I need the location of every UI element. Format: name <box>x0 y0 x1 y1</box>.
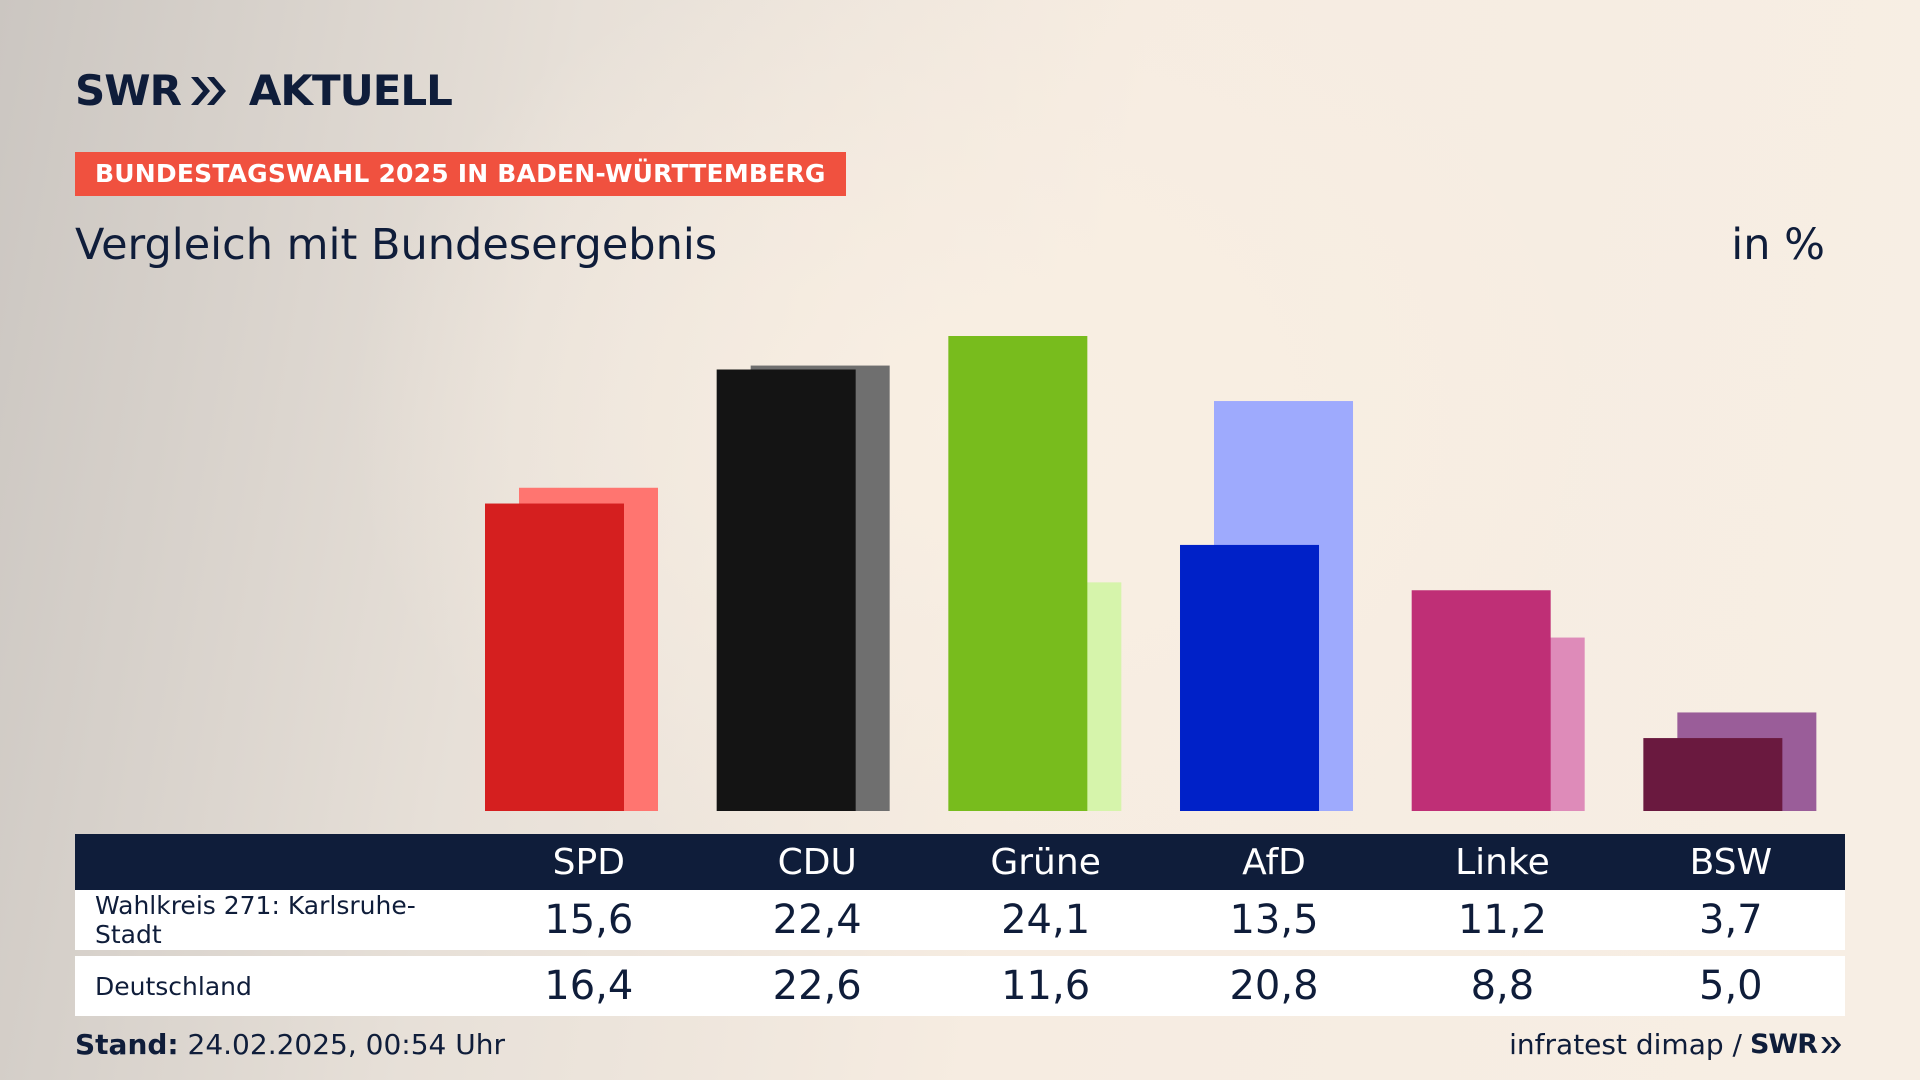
header-party-cdu: CDU <box>777 841 857 883</box>
chart-title: Vergleich mit Bundesergebnis <box>75 220 718 270</box>
table-cell: 8,8 <box>1470 963 1535 1009</box>
bar-wahlkreis-bsw <box>1643 738 1783 811</box>
double-chevron-icon <box>1821 1036 1842 1053</box>
stand-timestamp: Stand: 24.02.2025, 00:54 Uhr <box>75 1028 505 1061</box>
row-label: Wahlkreis 271: Karlsruhe-Stadt <box>95 891 416 949</box>
table-cell: 13,5 <box>1229 897 1319 943</box>
table-cell: 22,6 <box>772 963 862 1009</box>
stand-label: Stand: <box>75 1028 179 1061</box>
bar-wahlkreis-spd <box>485 503 624 811</box>
header-party-afd: AfD <box>1242 841 1306 883</box>
logo-text: SWR <box>75 66 182 115</box>
bar-wahlkreis-gruene <box>948 336 1088 811</box>
table-cell: 11,6 <box>1001 963 1091 1009</box>
bar-wahlkreis-cdu <box>716 369 856 811</box>
double-chevron-icon <box>190 76 226 105</box>
row-label: Deutschland <box>95 971 252 1001</box>
header-party-spd: SPD <box>552 841 625 883</box>
header-party-linke: Linke <box>1455 841 1550 883</box>
swr-small-logo: SWR <box>1750 1029 1844 1060</box>
table-cell: 5,0 <box>1699 963 1763 1009</box>
bar-chart <box>485 336 1817 811</box>
table-row-wahlkreis: Wahlkreis 271: Karlsruhe-Stadt 15,6 22,4… <box>75 890 1845 950</box>
table-cell: 11,2 <box>1457 897 1547 943</box>
logo-subtitle: AKTUELL <box>248 66 453 115</box>
table-row-deutschland: Deutschland 16,4 22,6 11,6 20,8 8,8 5,0 <box>75 956 1845 1016</box>
header-party-gruene: Grüne <box>990 841 1101 883</box>
table-cell: 24,1 <box>1001 897 1091 943</box>
swr-small-logo-text: SWR <box>1749 1029 1818 1060</box>
source-credit: infratest dimap / SWR <box>1509 1028 1844 1061</box>
source-text: infratest dimap / <box>1509 1028 1742 1061</box>
table-cell: 20,8 <box>1229 963 1319 1009</box>
table-cell: 16,4 <box>544 963 634 1009</box>
header-party-bsw: BSW <box>1689 841 1773 883</box>
results-table: SPD CDU Grüne AfD Linke BSW Wahlkreis 27… <box>75 834 1845 1016</box>
unit-label: in % <box>1731 220 1825 270</box>
bar-wahlkreis-afd <box>1180 544 1320 811</box>
table-cell: 22,4 <box>772 897 862 943</box>
table-cell: 3,7 <box>1699 897 1763 943</box>
election-tag: BUNDESTAGSWAHL 2025 IN BADEN-WÜRTTEMBERG <box>75 152 846 196</box>
stand-value: 24.02.2025, 00:54 Uhr <box>187 1028 505 1061</box>
table-header: SPD CDU Grüne AfD Linke BSW <box>75 834 1845 890</box>
bar-wahlkreis-linke <box>1411 590 1551 811</box>
swr-aktuell-logo: SWR AKTUELL <box>75 66 453 115</box>
table-cell: 15,6 <box>544 897 634 943</box>
header-spacer <box>75 834 475 890</box>
